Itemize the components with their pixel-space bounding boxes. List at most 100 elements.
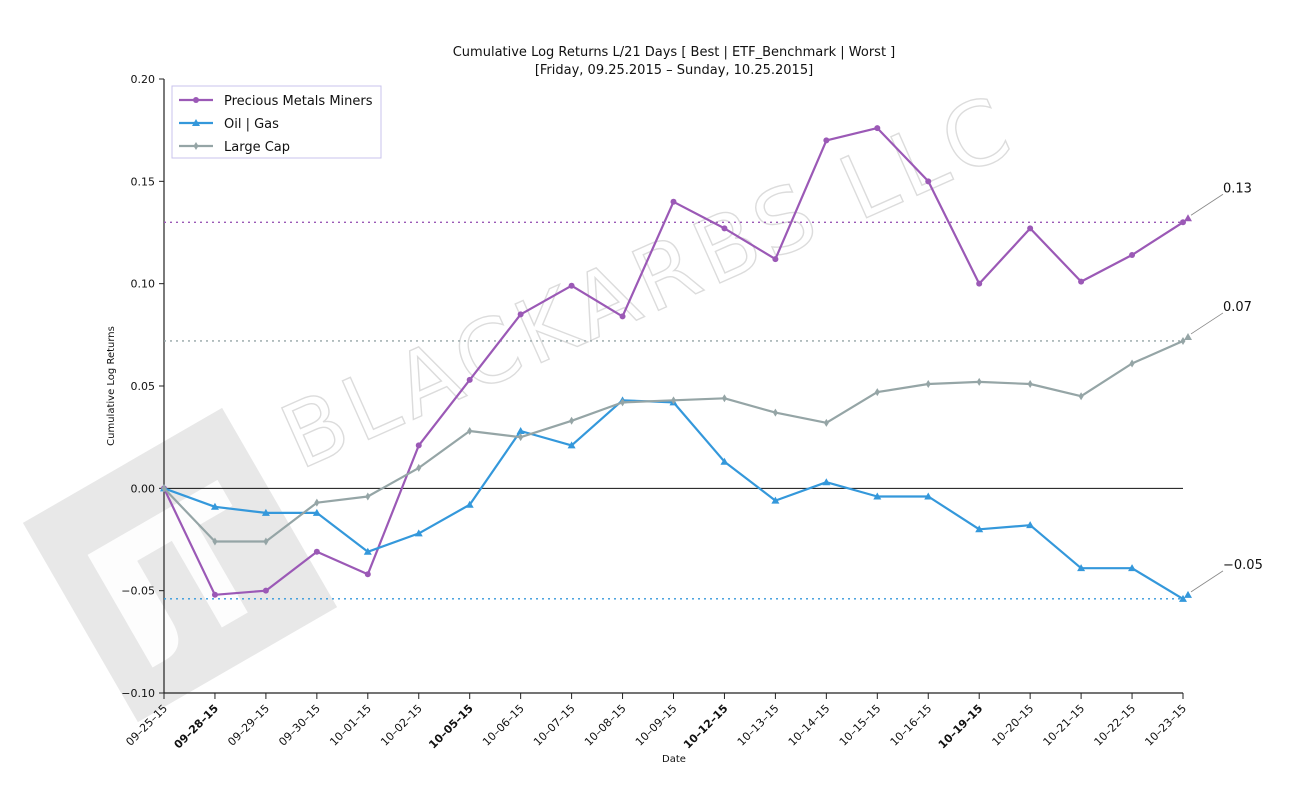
data-point: [925, 178, 932, 185]
data-point: [569, 416, 575, 425]
watermark-logo: [22, 407, 338, 723]
watermark: BLACKARBS LLC: [22, 73, 1030, 723]
data-point: [772, 256, 779, 263]
end-value-label: 0.13: [1223, 181, 1252, 196]
data-point: [1026, 521, 1035, 529]
data-point: [313, 548, 320, 555]
x-tick-label: 10–02–15: [378, 702, 425, 749]
data-point: [262, 587, 269, 594]
data-point: [721, 225, 728, 232]
data-point: [1129, 359, 1135, 368]
x-tick-label: 10–15–15: [837, 702, 884, 749]
data-point: [161, 484, 167, 493]
data-point: [1180, 336, 1186, 345]
data-point: [466, 376, 473, 383]
data-point: [823, 418, 829, 427]
y-axis-title: Cumulative Log Returns: [106, 326, 117, 446]
data-point: [314, 498, 320, 507]
data-point: [1078, 278, 1085, 285]
data-point: [975, 525, 984, 533]
x-tick-label: 10–21–15: [1041, 702, 1088, 749]
data-point: [211, 591, 218, 598]
x-tick-label: 09–28–15: [172, 702, 221, 751]
x-tick-label: 10–09–15: [633, 702, 680, 749]
legend-label: Oil | Gas: [224, 117, 279, 132]
data-point: [670, 198, 677, 205]
end-value-leader: [1190, 570, 1224, 593]
data-point: [363, 547, 372, 555]
data-point: [874, 388, 880, 397]
data-point: [416, 463, 422, 472]
data-point: [823, 137, 830, 144]
data-point: [925, 379, 931, 388]
x-tick-label: 10–23–15: [1142, 702, 1189, 749]
data-point: [1129, 252, 1136, 259]
data-point: [924, 492, 933, 500]
x-axis-title: Date: [662, 754, 686, 765]
data-point: [671, 396, 676, 405]
y-tick-label: 0.20: [131, 73, 156, 86]
y-tick-label: −0.10: [121, 687, 155, 700]
data-point: [312, 508, 321, 516]
watermark-logo-glyph: [87, 479, 248, 668]
x-tick-label: 10–06–15: [480, 702, 527, 749]
end-value-marker: [1184, 332, 1192, 340]
data-point: [415, 442, 422, 449]
data-point: [1128, 564, 1137, 572]
data-point: [1179, 594, 1187, 602]
legend-label: Large Cap: [224, 140, 290, 155]
x-tick-label: 10–12–15: [681, 702, 730, 751]
x-tick-label: 10–19–15: [936, 702, 985, 751]
data-point: [193, 142, 199, 150]
data-point: [212, 537, 218, 546]
data-point: [772, 408, 778, 417]
data-point: [516, 427, 525, 435]
end-value-leader: [1190, 312, 1224, 335]
legend-label: Precious Metals Miners: [224, 94, 373, 109]
data-point: [822, 478, 831, 486]
y-tick-label: 0.00: [131, 482, 156, 495]
series-lines: [160, 125, 1187, 602]
reference-lines: [164, 221, 1183, 600]
data-point: [976, 377, 982, 386]
data-point: [193, 97, 199, 103]
data-point: [720, 457, 729, 465]
y-tick-label: −0.05: [121, 585, 155, 598]
data-point: [976, 280, 983, 287]
data-point: [1077, 564, 1086, 572]
x-tick-label: 10–14–15: [786, 702, 833, 749]
data-point: [873, 492, 882, 500]
data-point: [517, 311, 524, 318]
data-point: [568, 282, 575, 289]
x-tick-label: 10–13–15: [735, 702, 782, 749]
data-point: [210, 502, 219, 510]
y-tick-label: 0.15: [131, 175, 156, 188]
end-value-label: −0.05: [1223, 558, 1263, 573]
data-point: [874, 125, 881, 132]
data-point: [263, 537, 269, 546]
data-point: [365, 492, 371, 501]
data-point: [619, 313, 626, 320]
data-point: [1027, 379, 1033, 388]
x-tick-label: 10–20–15: [990, 702, 1037, 749]
y-tick-label: 0.05: [131, 380, 156, 393]
x-tick-label: 09–30–15: [276, 702, 323, 749]
data-point: [1078, 392, 1084, 401]
data-point: [261, 508, 270, 516]
data-point: [771, 496, 780, 504]
end-value-labels: 0.13 −0.05 0.07: [1184, 181, 1263, 598]
end-value-label: 0.07: [1223, 300, 1252, 315]
data-point: [467, 427, 473, 436]
chart-subtitle: [Friday, 09.25.2015 – Sunday, 10.25.2015…: [535, 63, 813, 78]
data-point: [518, 433, 524, 442]
x-tick-label: 10–16–15: [888, 702, 935, 749]
x-tick-label: 10–05–15: [426, 702, 475, 751]
data-point: [620, 398, 626, 407]
x-tick-label: 10–01–15: [327, 702, 374, 749]
end-value-marker: [1184, 590, 1192, 598]
x-tick-label: 10–07–15: [531, 702, 578, 749]
x-tick-label: 10–22–15: [1092, 702, 1139, 749]
end-value-marker: [1184, 214, 1192, 222]
